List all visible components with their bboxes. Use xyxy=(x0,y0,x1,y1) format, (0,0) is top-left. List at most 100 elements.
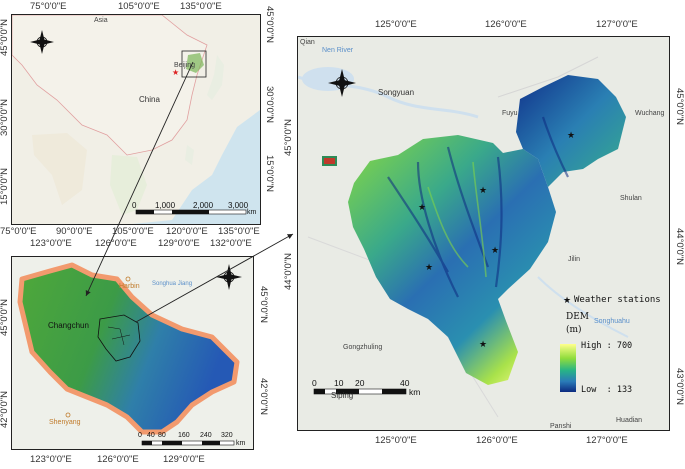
pb-lon-top-2: 129°0'0"E xyxy=(158,238,200,249)
pb-lat-left-0: 45°0'0"N xyxy=(0,299,10,336)
study-area-basemap xyxy=(298,56,629,418)
pc-lat-left-1: 44°0'0"N xyxy=(283,253,294,290)
weather-station-icon: ★ xyxy=(479,185,488,195)
label-asia: Asia xyxy=(94,17,108,24)
dem-raster-main xyxy=(348,135,556,385)
jilin-scale-bar xyxy=(141,440,235,446)
label-huadian: Huadian xyxy=(616,417,643,424)
scale-label-0: 0 xyxy=(132,201,137,210)
c-scale-label-0: 0 xyxy=(312,378,317,388)
label-qian: Qian xyxy=(300,39,315,46)
b-scale-label-3: 160 xyxy=(178,432,190,439)
pb-lat-right-1: 42°0'0"N xyxy=(258,378,269,415)
jilin-province-outline xyxy=(17,262,240,435)
jilin-basemap xyxy=(17,262,242,446)
c-scale-label-2: 20 xyxy=(355,378,365,388)
highway-shield-icon xyxy=(322,156,337,166)
label-jilin: Jilin xyxy=(568,256,581,263)
pc-lon-top-2: 127°0'0"E xyxy=(596,19,638,30)
label-shenyang: Shenyang xyxy=(49,419,81,426)
beijing-star-icon: ★ xyxy=(172,68,179,77)
china-overview-map: ★ Asia China Beijing 0 1,000 2,000 3,000… xyxy=(11,14,261,225)
legend-dem-title: DEM xyxy=(566,312,590,322)
b-scale-label-5: 320 xyxy=(221,432,233,439)
pa-lon-bottom-0: 75°0'0"E xyxy=(0,226,37,237)
pc-lon-bottom-1: 126°0'0"E xyxy=(476,435,518,446)
pb-lon-bottom-0: 123°0'0"E xyxy=(30,454,72,465)
legend-dem-unit: (m) xyxy=(566,325,582,335)
label-wuchang: Wuchang xyxy=(635,110,665,117)
china-basemap: ★ xyxy=(12,15,260,224)
pc-lon-bottom-2: 127°0'0"E xyxy=(586,435,628,446)
pb-lat-left-1: 42°0'0"N xyxy=(0,391,10,428)
study-area-dem-map: ★ ★ ★ ★ ★ ★ Qian Nen River Songyuan Fuyu… xyxy=(297,36,670,431)
dem-raster-north xyxy=(516,75,626,187)
b-scale-label-1: 40 xyxy=(147,432,155,439)
weather-station-icon: ★ xyxy=(418,202,427,212)
pc-lat-right-0: 45°0'0"N xyxy=(674,88,685,125)
legend-low-label: Low : 133 xyxy=(581,385,633,395)
label-songhua-jiang: Songhua Jiang xyxy=(152,281,193,287)
china-scale-bar xyxy=(135,209,247,215)
pb-lon-top-3: 132°0'0"E xyxy=(210,238,252,249)
c-scale-label-3: 40 xyxy=(400,378,410,388)
pb-lon-bottom-2: 129°0'0"E xyxy=(163,454,205,465)
pc-lon-bottom-0: 125°0'0"E xyxy=(375,435,417,446)
pc-lat-right-2: 43°0'0"N xyxy=(674,368,685,405)
pa-lat-right-2: 15°0'0"N xyxy=(264,155,275,192)
pc-lon-top-1: 126°0'0"E xyxy=(485,19,527,30)
label-siping: Siping xyxy=(331,391,354,400)
label-beijing: Beijing xyxy=(174,62,196,69)
b-scale-label-0: 0 xyxy=(138,432,142,439)
pb-lon-top-1: 126°0'0"E xyxy=(95,238,137,249)
pa-lon-bottom-3: 120°0'0"E xyxy=(166,226,208,237)
c-scale-label-1: 10 xyxy=(334,378,344,388)
weather-station-icon: ★ xyxy=(567,130,576,140)
c-scale-unit: km xyxy=(409,387,421,397)
label-fuyu: Fuyu xyxy=(502,110,518,117)
label-changchun: Changchun xyxy=(48,321,89,330)
scale-label-2: 2,000 xyxy=(193,201,214,210)
pa-lon-bottom-4: 135°0'0"E xyxy=(218,226,260,237)
pc-lat-right-1: 44°0'0"N xyxy=(674,228,685,265)
weather-station-icon: ★ xyxy=(491,245,500,255)
shenyang-marker-icon xyxy=(65,412,71,418)
label-songhuahu: Songhuahu xyxy=(594,318,630,325)
label-panshi: Panshi xyxy=(550,423,572,430)
label-gongzhuling: Gongzhuling xyxy=(343,344,383,351)
weather-station-icon: ★ xyxy=(479,339,488,349)
pb-lon-top-0: 123°0'0"E xyxy=(30,238,72,249)
north-arrow-icon-c xyxy=(328,69,356,97)
jilin-province-map: Harbin Songhua Jiang Changchun Shenyang … xyxy=(11,256,254,450)
legend-station-icon: ★ xyxy=(563,295,572,305)
label-china: China xyxy=(139,95,160,104)
label-shulan: Shulan xyxy=(620,195,642,202)
pa-lon-bottom-2: 105°0'0"E xyxy=(112,226,154,237)
weather-station-icon: ★ xyxy=(425,262,434,272)
pa-lon-top-1: 105°0'0"E xyxy=(118,1,160,12)
pa-lat-left-2: 15°0'0"N xyxy=(0,168,10,205)
label-nen-river: Nen River xyxy=(322,47,354,54)
pc-lat-left-0: 45°0'0"N xyxy=(283,119,294,156)
pa-lat-left-0: 45°0'0"N xyxy=(0,19,10,56)
pb-lon-bottom-1: 126°0'0"E xyxy=(97,454,139,465)
scale-unit: km xyxy=(247,209,257,216)
b-scale-unit: km xyxy=(236,440,246,447)
pa-lon-top-2: 135°0'0"E xyxy=(180,1,222,12)
scale-label-3: 3,000 xyxy=(228,201,249,210)
legend-stations-label: Weather stations xyxy=(574,295,661,305)
label-songyuan: Songyuan xyxy=(378,88,415,97)
label-harbin: Harbin xyxy=(119,283,140,290)
scale-label-1: 1,000 xyxy=(155,201,176,210)
north-arrow-icon-b xyxy=(216,264,242,290)
pa-lat-right-1: 30°0'0"N xyxy=(264,86,275,123)
pa-lon-bottom-1: 90°0'0"E xyxy=(56,226,93,237)
study-area-outline xyxy=(97,314,141,362)
pa-lat-right-0: 45°0'0"N xyxy=(264,6,275,43)
pb-lat-right-0: 45°0'0"N xyxy=(258,286,269,323)
b-scale-label-4: 240 xyxy=(200,432,212,439)
legend-high-label: High : 700 xyxy=(581,341,633,351)
dem-legend-gradient xyxy=(560,344,576,392)
pa-lat-left-1: 30°0'0"N xyxy=(0,99,10,136)
pa-lon-top-0: 75°0'0"E xyxy=(30,1,67,12)
